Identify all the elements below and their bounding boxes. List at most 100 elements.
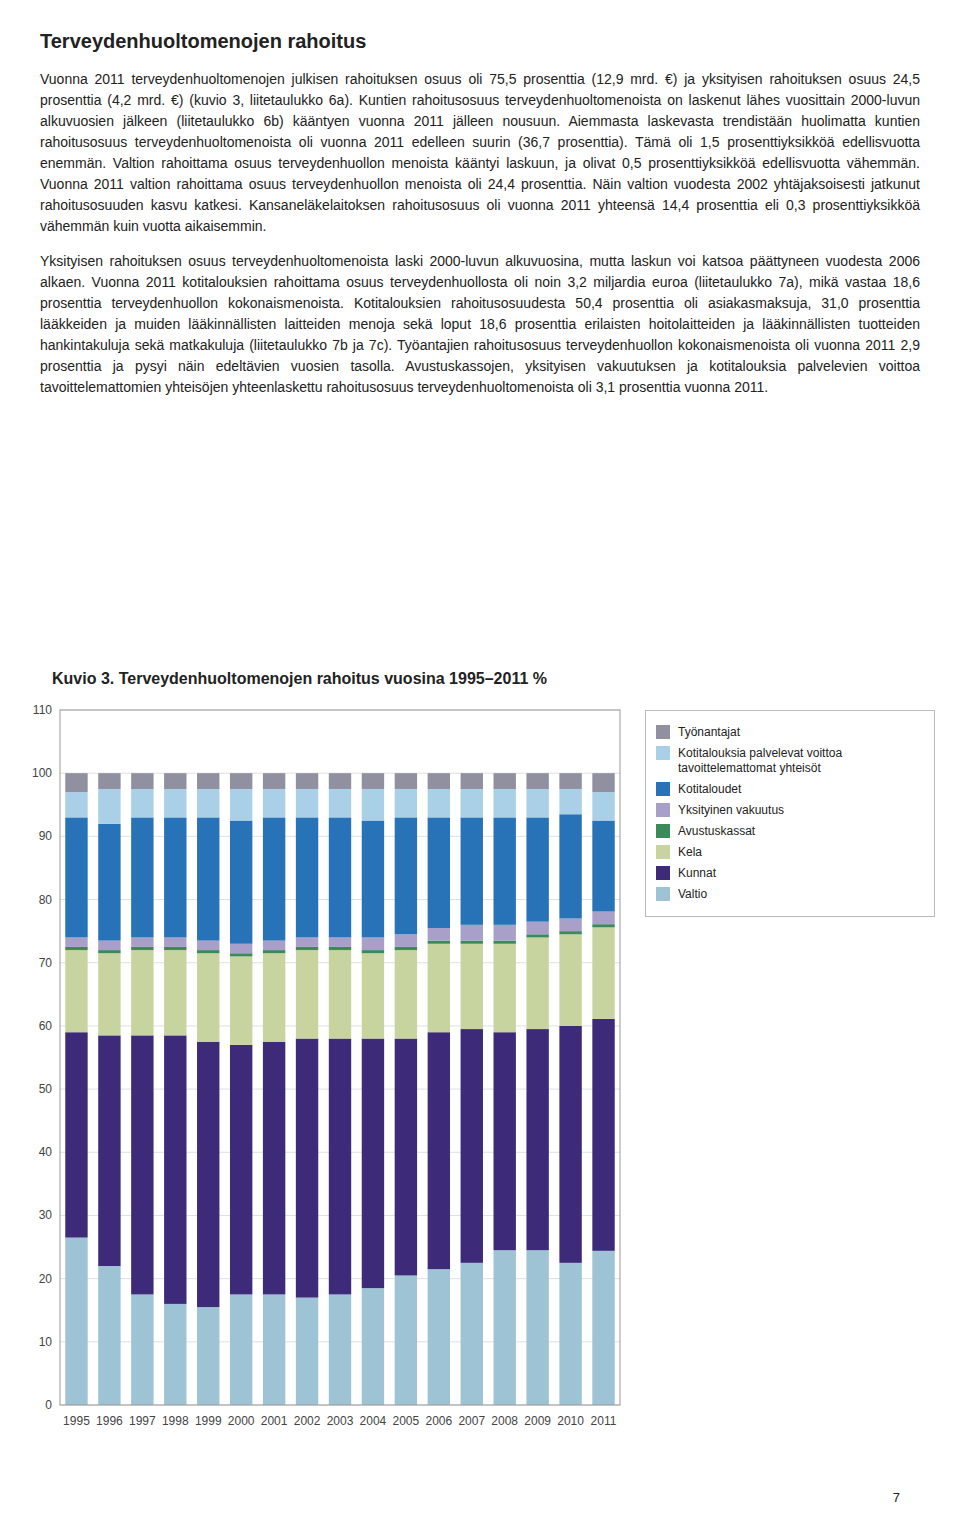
- bar-segment: [395, 947, 417, 950]
- bar-segment: [329, 947, 351, 950]
- bar-segment: [362, 950, 384, 953]
- bar-segment: [131, 950, 153, 1035]
- bar-segment: [395, 773, 417, 789]
- bar-segment: [362, 1288, 384, 1405]
- bar-segment: [526, 937, 548, 1029]
- legend-swatch: [656, 782, 670, 796]
- bar-segment: [461, 925, 483, 941]
- bar-segment: [131, 947, 153, 950]
- legend-label: Avustuskassat: [678, 824, 755, 839]
- bar-segment: [131, 789, 153, 817]
- bar-segment: [428, 928, 450, 941]
- y-tick-label: 110: [33, 703, 52, 717]
- bar-segment: [592, 1019, 614, 1251]
- bar-segment: [461, 773, 483, 789]
- bar-segment: [428, 941, 450, 944]
- bar-segment: [494, 1250, 516, 1405]
- legend-label: Kotitalouksia palvelevat voittoa tavoitt…: [678, 746, 924, 776]
- bar-segment: [526, 773, 548, 789]
- bar-segment: [559, 919, 581, 932]
- bar-segment: [263, 950, 285, 953]
- x-tick-label: 2006: [425, 1414, 452, 1428]
- bar-segment: [263, 817, 285, 940]
- y-tick-label: 20: [39, 1272, 53, 1286]
- bar-segment: [197, 953, 219, 1041]
- bar-segment: [395, 1275, 417, 1405]
- bar-segment: [559, 931, 581, 934]
- legend-label: Yksityinen vakuutus: [678, 803, 784, 818]
- bar-segment: [65, 947, 87, 950]
- legend-swatch: [656, 866, 670, 880]
- bar-segment: [197, 1307, 219, 1405]
- bar-segment: [526, 934, 548, 937]
- bar-segment: [362, 789, 384, 821]
- y-tick-label: 30: [39, 1208, 53, 1222]
- x-tick-label: 2002: [294, 1414, 321, 1428]
- bar-segment: [428, 1269, 450, 1405]
- bar-segment: [197, 773, 219, 789]
- bar-segment: [230, 1045, 252, 1295]
- bar-segment: [494, 773, 516, 789]
- bar-segment: [65, 950, 87, 1032]
- x-tick-label: 2011: [591, 1414, 617, 1428]
- bar-segment: [296, 947, 318, 950]
- bar-segment: [362, 1039, 384, 1289]
- legend-item: Valtio: [656, 887, 924, 902]
- page: Terveydenhuoltomenojen rahoitusVuonna 20…: [0, 0, 960, 1524]
- bar-segment: [526, 922, 548, 935]
- x-tick-label: 2005: [393, 1414, 420, 1428]
- bar-segment: [98, 1266, 120, 1405]
- bar-segment: [592, 821, 614, 912]
- bar-segment: [395, 1039, 417, 1276]
- x-tick-label: 2008: [491, 1414, 518, 1428]
- series: [65, 773, 614, 792]
- y-tick-label: 100: [32, 766, 52, 780]
- bar-segment: [362, 937, 384, 950]
- bar-segment: [197, 941, 219, 950]
- bar-segment: [592, 912, 614, 925]
- x-tick-label: 1998: [162, 1414, 189, 1428]
- legend-item: Kotitaloudet: [656, 782, 924, 797]
- text-block: Terveydenhuoltomenojen rahoitusVuonna 20…: [40, 30, 920, 412]
- bar-segment: [131, 817, 153, 937]
- bar-segment: [559, 814, 581, 918]
- bar-segment: [428, 817, 450, 928]
- bar-segment: [526, 1250, 548, 1405]
- bar-segment: [296, 1039, 318, 1298]
- bar-segment: [98, 824, 120, 941]
- bar-segment: [461, 941, 483, 944]
- bar-segment: [296, 817, 318, 937]
- x-tick-label: 2001: [261, 1414, 288, 1428]
- bar-segment: [428, 944, 450, 1032]
- legend-label: Kela: [678, 845, 702, 860]
- bar-segment: [98, 1035, 120, 1266]
- y-tick-label: 90: [39, 829, 53, 843]
- bar-segment: [164, 947, 186, 950]
- y-tick-label: 80: [39, 893, 53, 907]
- bar-segment: [164, 1035, 186, 1304]
- bar-segment: [197, 1042, 219, 1307]
- bar-segment: [362, 773, 384, 789]
- bar-segment: [559, 773, 581, 789]
- bar-segment: [98, 953, 120, 1035]
- legend-swatch: [656, 725, 670, 739]
- bar-segment: [65, 792, 87, 817]
- bar-segment: [263, 941, 285, 950]
- bar-segment: [296, 1298, 318, 1405]
- bar-segment: [230, 1294, 252, 1405]
- bar-segment: [197, 950, 219, 953]
- bar-segment: [230, 953, 252, 956]
- bar-segment: [296, 950, 318, 1038]
- bar-segment: [164, 789, 186, 817]
- bar-segment: [65, 1238, 87, 1405]
- x-tick-label: 2003: [327, 1414, 354, 1428]
- legend-swatch: [656, 824, 670, 838]
- bar-segment: [559, 1026, 581, 1263]
- bar-segment: [559, 789, 581, 814]
- legend-label: Työnantajat: [678, 725, 740, 740]
- legend-label: Kunnat: [678, 866, 716, 881]
- bar-segment: [494, 789, 516, 817]
- bar-segment: [559, 934, 581, 1026]
- page-title: Terveydenhuoltomenojen rahoitus: [40, 30, 920, 53]
- legend-item: Kela: [656, 845, 924, 860]
